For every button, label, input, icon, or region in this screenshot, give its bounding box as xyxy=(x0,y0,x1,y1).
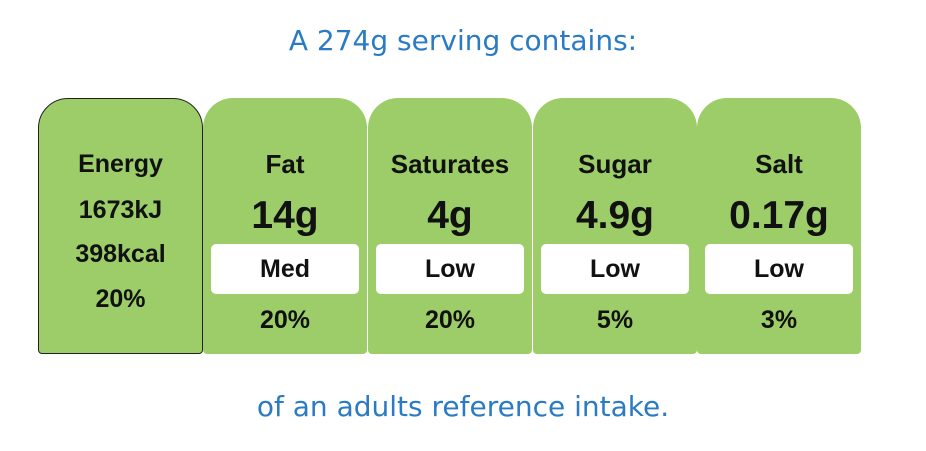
nutrient-amount: 0.17g xyxy=(729,194,829,237)
nutrient-percent: 5% xyxy=(596,306,634,334)
nutrient-level: Low xyxy=(590,255,640,283)
energy-line: 20% xyxy=(95,285,146,313)
nutrient-level: Low xyxy=(754,255,804,283)
nutrient-amount: 14g xyxy=(251,194,319,237)
level-box: Low xyxy=(376,244,524,294)
nutrient-amount: 4g xyxy=(427,194,473,237)
title: A 274g serving contains: xyxy=(288,24,638,57)
nutrient-level: Med xyxy=(260,255,310,283)
level-box: Med xyxy=(211,244,359,294)
level-box: Low xyxy=(705,244,853,294)
energy-panel: Energy 1673kJ 398kcal 20% xyxy=(38,98,203,354)
nutrient-percent: 20% xyxy=(424,306,476,334)
energy-line: Energy xyxy=(78,150,163,178)
level-box: Low xyxy=(541,244,689,294)
nutrient-amount: 4.9g xyxy=(575,194,655,237)
nutrient-panel: Saturates 4g Low 20% xyxy=(368,98,532,354)
nutrient-panel: Salt 0.17g Low 3% xyxy=(697,98,861,354)
nutrient-percent: 20% xyxy=(259,306,311,334)
energy-line: 1673kJ xyxy=(78,196,163,224)
nutrient-name: Sugar xyxy=(578,149,652,179)
nutrient-panel: Sugar 4.9g Low 5% xyxy=(533,98,697,354)
nutrient-level: Low xyxy=(425,255,475,283)
footer: of an adults reference intake. xyxy=(256,390,670,423)
nutrient-panel: Fat 14g Med 20% xyxy=(203,98,367,354)
nutrient-name: Fat xyxy=(265,149,305,179)
nutrient-name: Saturates xyxy=(390,149,510,179)
nutrient-percent: 3% xyxy=(760,306,798,334)
nutrient-name: Salt xyxy=(755,149,803,179)
energy-line: 398kcal xyxy=(75,240,166,268)
